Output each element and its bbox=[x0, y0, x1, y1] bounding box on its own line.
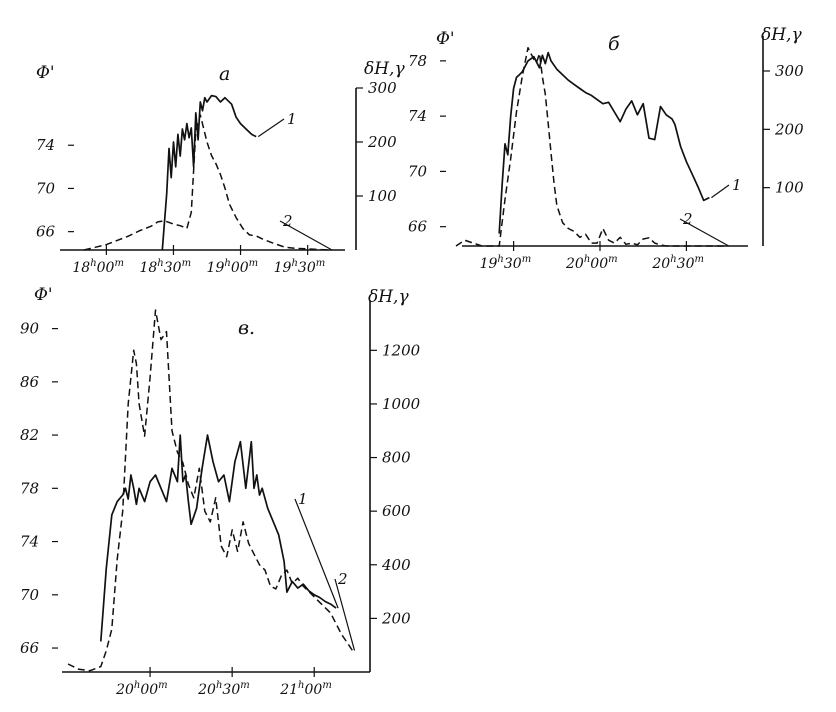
x-tick-label: 19h30m bbox=[480, 254, 532, 272]
chart-panel-3: 66 70 74 78 82 86 90 200 400 600 800 1000 1200 20h00m… bbox=[20, 285, 421, 698]
x-tick-label: 18h30m bbox=[139, 258, 191, 276]
left-tick-label: 66 bbox=[408, 218, 428, 236]
left-tick-label: 74 bbox=[20, 533, 39, 551]
left-tick-label: 82 bbox=[20, 426, 39, 444]
right-axis-label: δH,γ bbox=[368, 287, 409, 307]
left-axis-label: Φ' bbox=[436, 29, 455, 49]
right-tick-label: 200 bbox=[367, 133, 397, 151]
left-tick-label: 74 bbox=[408, 107, 427, 125]
right-tick-label: 400 bbox=[381, 556, 411, 574]
x-tick-label: 19h00m bbox=[207, 258, 259, 276]
series-line-1 bbox=[99, 434, 337, 642]
series-line-2 bbox=[455, 46, 727, 247]
right-tick-label: 100 bbox=[775, 179, 804, 197]
left-axis-label: Φ' bbox=[34, 285, 53, 305]
right-tick-label: 300 bbox=[775, 62, 804, 80]
series-label: 2 bbox=[337, 570, 348, 588]
chart-panel-2: 66 70 74 78 100 200 300 19h30m 20h00m 20h30m Φ' δH,… bbox=[408, 25, 804, 272]
left-tick-label: 70 bbox=[36, 179, 56, 197]
left-axis-label: Φ' bbox=[36, 63, 55, 83]
series-label: 1 bbox=[287, 110, 297, 128]
right-tick-label: 300 bbox=[368, 79, 397, 97]
x-tick-label: 20h30m bbox=[197, 680, 250, 698]
left-tick-label: 90 bbox=[20, 320, 40, 338]
series-label-leader bbox=[679, 218, 730, 247]
series-label: 2 bbox=[282, 212, 293, 230]
right-tick-label: 600 bbox=[382, 502, 411, 520]
series-label-leader bbox=[711, 184, 730, 199]
left-tick-label: 78 bbox=[408, 52, 427, 70]
right-tick-label: 800 bbox=[382, 449, 411, 467]
right-axis-label: δH,γ bbox=[364, 59, 405, 79]
right-tick-label: 200 bbox=[774, 120, 804, 138]
left-tick-label: 70 bbox=[20, 586, 40, 604]
right-tick-label: 100 bbox=[368, 187, 397, 205]
series-label: 2 bbox=[682, 210, 693, 228]
series-label-leader bbox=[334, 578, 356, 651]
right-tick-label: 1200 bbox=[382, 341, 421, 359]
x-tick-label: 18h00m bbox=[72, 258, 124, 276]
series-line-2 bbox=[67, 309, 354, 672]
left-tick-label: 66 bbox=[36, 223, 56, 241]
x-tick-label: 19h30m bbox=[274, 258, 326, 276]
series-label-leader bbox=[294, 498, 339, 609]
left-tick-label: 70 bbox=[408, 162, 428, 180]
right-axis-label: δH,γ bbox=[761, 25, 802, 45]
series-line-1 bbox=[498, 51, 710, 234]
x-tick-label: 20h00m bbox=[565, 254, 618, 272]
right-tick-label: 1000 bbox=[382, 395, 421, 413]
x-tick-label: 20h30m bbox=[651, 254, 704, 272]
left-tick-label: 78 bbox=[20, 479, 39, 497]
series-label-leader bbox=[257, 118, 285, 138]
series-label: 1 bbox=[298, 490, 308, 508]
chart-panel-1: 66 70 74 100 200 300 18h00m 18h30m 19h00m 19h30m Φ… bbox=[36, 59, 405, 276]
x-tick-label: 20h00m bbox=[115, 680, 168, 698]
panel-label: в. bbox=[238, 317, 255, 339]
left-tick-label: 66 bbox=[20, 639, 40, 657]
panel-label: б bbox=[608, 33, 620, 55]
left-tick-label: 86 bbox=[20, 373, 40, 391]
x-tick-label: 21h00m bbox=[279, 680, 332, 698]
series-line-2 bbox=[83, 114, 331, 251]
panel-label: а bbox=[219, 63, 230, 85]
right-tick-label: 200 bbox=[381, 609, 411, 627]
series-label-leader bbox=[279, 220, 333, 251]
series-label: 1 bbox=[732, 176, 742, 194]
left-tick-label: 74 bbox=[36, 136, 55, 154]
